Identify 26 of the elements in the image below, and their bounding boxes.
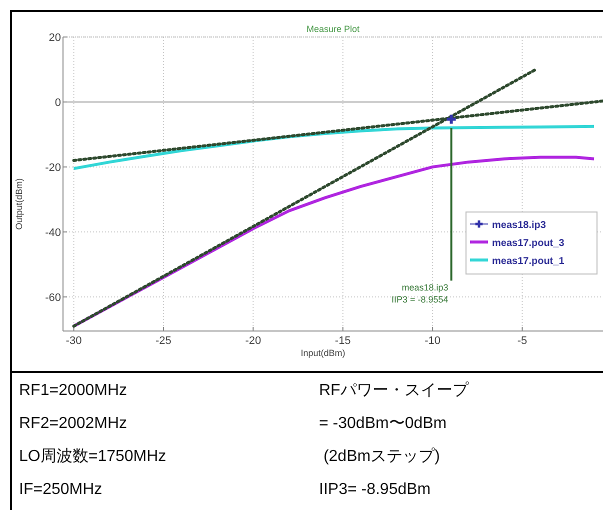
- text: (2dBmステップ): [319, 447, 440, 465]
- legend-label: meas18.ip3: [492, 220, 546, 231]
- annotation: meas18.ip3 IIP3 = -8.9554: [392, 282, 448, 305]
- text: RF1=2000MHz: [19, 382, 128, 399]
- text: LO周波数=1750MHz: [19, 447, 166, 465]
- y-tick-label: -20: [45, 162, 61, 174]
- x-tick-label: -25: [156, 335, 172, 347]
- text: IIP3= -8.95dBm: [319, 481, 431, 498]
- x-tick-label: -20: [245, 335, 262, 347]
- y-tick-label: 20: [48, 32, 61, 44]
- text: RFパワー・スイープ: [319, 381, 470, 399]
- text: RF2=2002MHz: [19, 415, 128, 432]
- y-axis-title: Output(dBm): [14, 178, 24, 230]
- legend-label: meas17.pout_1: [492, 256, 565, 267]
- chart-title: Measure Plot: [306, 24, 360, 34]
- y-tick-label: -40: [45, 226, 61, 239]
- text: IF=250MHz: [19, 481, 102, 498]
- x-tick-label: -15: [334, 335, 351, 347]
- x-tick-label: -10: [424, 335, 441, 347]
- x-tick-label: -5: [517, 335, 528, 347]
- y-tick-label: 0: [54, 96, 61, 109]
- x-axis-title: Input(dBm): [300, 348, 346, 358]
- x-tick-label: -30: [66, 335, 82, 347]
- legend-label: meas17.pout_3: [492, 238, 565, 249]
- y-tick-label: -60: [45, 292, 61, 304]
- text: = -30dBm〜0dBm: [319, 415, 447, 432]
